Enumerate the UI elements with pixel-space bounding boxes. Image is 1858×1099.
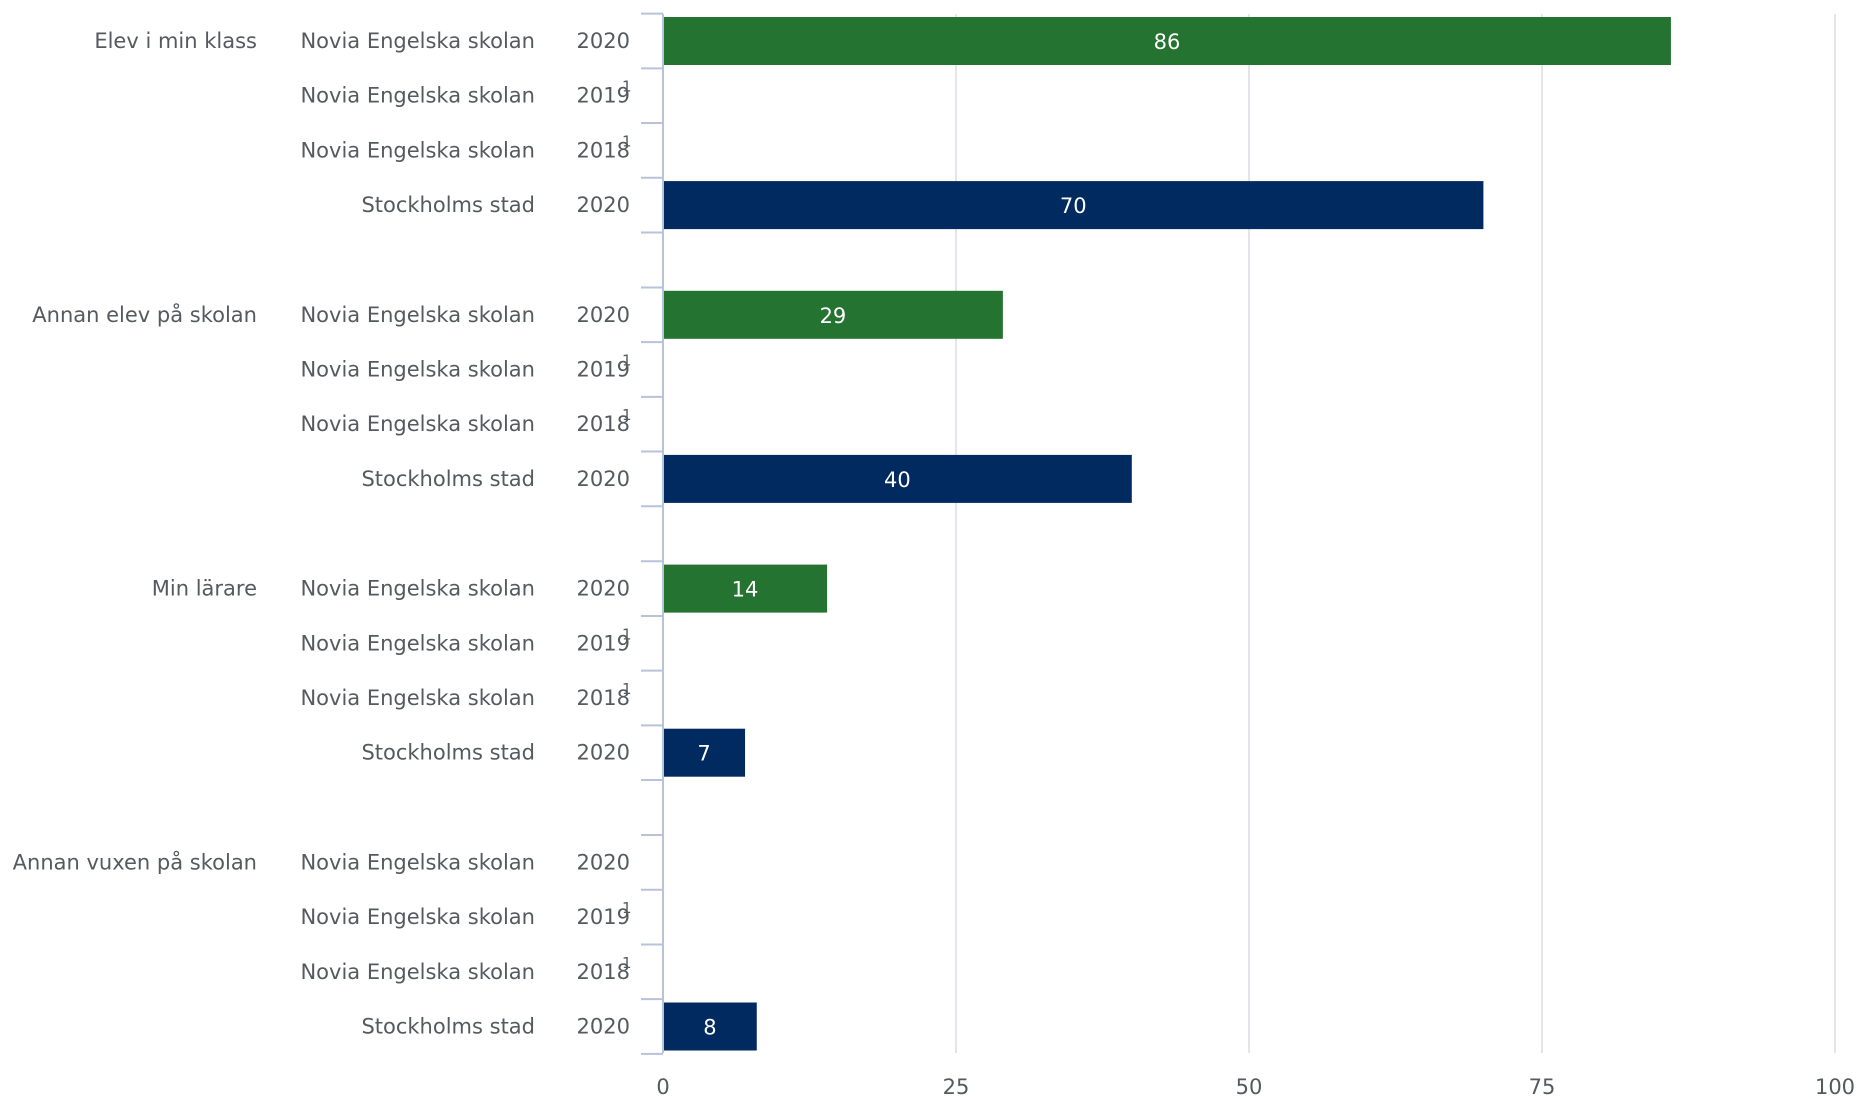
entity-label: Stockholms stad [361,741,535,765]
footnote-marker: 1 [622,132,632,150]
footnote-marker: 1 [622,406,632,424]
bar-value-label: 29 [820,304,847,328]
bar-value-label: 86 [1154,30,1181,54]
bar-novia-engelska-skolan [663,564,828,613]
bar-novia-engelska-skolan [663,290,1003,339]
entity-label: Novia Engelska skolan [300,960,535,984]
bars: 86 70 29 40 14 7 8 [663,17,1671,1051]
group-label: Annan vuxen på skolan [13,849,257,874]
year-label: 2020 [577,850,630,874]
bar-value-label: 8 [703,1016,716,1040]
year-label: 2020 [577,193,630,217]
entity-label: Novia Engelska skolan [300,850,535,874]
footnote-marker: 1 [622,352,632,370]
footnote-marker: 1 [622,899,632,917]
entity-label: Novia Engelska skolan [300,412,535,436]
year-label: 2018 [577,138,630,162]
year-label: 2019 [577,905,630,929]
year-label: 2020 [577,741,630,765]
year-label: 2020 [577,467,630,491]
year-label: 2020 [577,303,630,327]
entity-label: Novia Engelska skolan [300,138,535,162]
bar-value-label: 7 [697,742,710,766]
x-tick-label: 50 [1236,1075,1263,1099]
x-axis: 0 25 50 75 100 [641,12,1855,1099]
gridlines [955,14,1836,1053]
year-label: 2020 [577,29,630,53]
entity-label: Novia Engelska skolan [300,577,535,601]
year-label: 2020 [577,1015,630,1039]
year-label: 2019 [577,358,630,382]
footnote-marker: 1 [622,625,632,643]
x-tick-label: 75 [1529,1075,1556,1099]
bar-novia-engelska-skolan [663,17,1671,65]
x-tick-label: 100 [1815,1075,1855,1099]
year-label: 2019 [577,631,630,655]
x-tick-label: 0 [656,1075,669,1099]
entity-label: Stockholms stad [361,467,535,491]
footnote-marker: 1 [622,954,632,972]
entity-label: Novia Engelska skolan [300,303,535,327]
year-label: 2018 [577,960,630,984]
footnote-marker: 1 [622,78,632,96]
footnote-marker: 1 [622,680,632,698]
year-label: 2018 [577,686,630,710]
entity-label: Novia Engelska skolan [300,631,535,655]
entity-label: Stockholms stad [361,193,535,217]
bar-stockholms-stad [663,454,1132,503]
entity-label: Novia Engelska skolan [300,905,535,929]
year-label: 2018 [577,412,630,436]
bar-stockholms-stad [663,1002,757,1051]
year-label: 2020 [577,577,630,601]
entity-label: Novia Engelska skolan [300,686,535,710]
group-label: Min lärare [152,577,257,601]
bar-value-label: 14 [732,578,759,602]
bar-value-label: 70 [1060,194,1087,218]
entity-label: Novia Engelska skolan [300,29,535,53]
year-label: 2019 [577,84,630,108]
group-label: Annan elev på skolan [32,302,257,327]
entity-label: Stockholms stad [361,1015,535,1039]
bar-stockholms-stad [663,728,746,777]
entity-label: Novia Engelska skolan [300,358,535,382]
group-label: Elev i min klass [94,29,257,53]
bar-stockholms-stad [663,181,1484,230]
category-labels: Elev i min klass Novia Engelska skolan 202… [13,29,632,1039]
x-tick-label: 25 [943,1075,970,1099]
entity-label: Novia Engelska skolan [300,84,535,108]
bar-value-label: 40 [884,468,911,492]
